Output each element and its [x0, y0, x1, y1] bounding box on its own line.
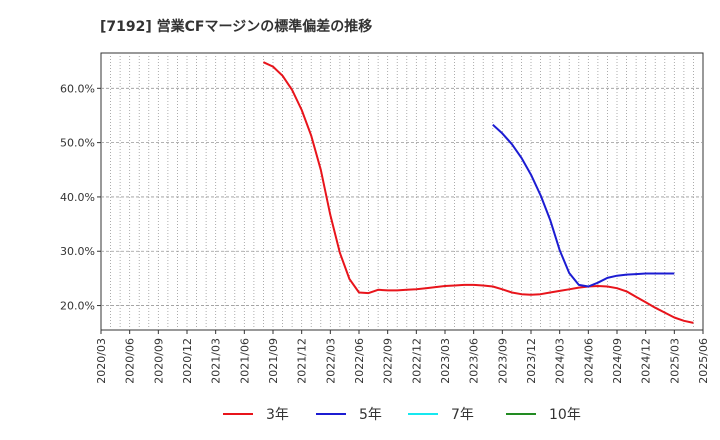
series-lines [262, 61, 694, 324]
x-tick-label: 2024/03 [554, 338, 567, 384]
chart-title: [7192] 営業CFマージンの標準偏差の推移 [100, 18, 372, 35]
horizontal-gridlines [101, 87, 703, 306]
legend-label: 10年 [549, 407, 581, 423]
legend-label: 7年 [451, 407, 474, 423]
plot-area [100, 52, 704, 331]
legend-label: 3年 [266, 407, 289, 423]
y-tick-label: 60.0% [60, 82, 95, 95]
series-line-3年 [262, 61, 694, 324]
x-tick-label: 2020/12 [181, 338, 194, 384]
x-tick-label: 2025/03 [668, 338, 681, 384]
x-tick-label: 2022/06 [353, 338, 366, 384]
x-tick-label: 2023/09 [496, 338, 509, 384]
x-tick-label: 2024/06 [582, 338, 595, 384]
legend-label: 5年 [359, 407, 382, 423]
x-tick-label: 2023/03 [439, 338, 452, 384]
x-tick-label: 2021/06 [238, 338, 251, 384]
y-tick-label: 30.0% [60, 245, 95, 258]
x-tick-label: 2022/12 [410, 338, 423, 384]
x-tick-label: 2023/06 [468, 338, 481, 384]
y-tick-label: 40.0% [60, 191, 95, 204]
x-tick-label: 2025/06 [697, 338, 710, 384]
x-tick-label: 2021/03 [210, 338, 223, 384]
x-tick-label: 2022/03 [324, 338, 337, 384]
x-tick-label: 2024/09 [611, 338, 624, 384]
x-tick-label: 2021/12 [296, 338, 309, 384]
x-tick-label: 2024/12 [640, 338, 653, 384]
x-axis-ticks: 2020/03 2020/06 2020/09 2020/12 2021/03 2021/… [95, 330, 710, 384]
x-tick-label: 2020/06 [124, 338, 137, 384]
x-tick-label: 2020/09 [152, 338, 165, 384]
y-tick-label: 20.0% [60, 300, 95, 313]
y-tick-label: 50.0% [60, 137, 95, 150]
series-line-5年 [492, 123, 675, 288]
vertical-gridlines [110, 53, 694, 330]
y-axis-ticks: 20.0% 30.0% 40.0% 50.0% 60.0% [60, 82, 101, 313]
x-tick-label: 2020/03 [95, 338, 108, 384]
x-tick-label: 2022/09 [382, 338, 395, 384]
x-tick-label: 2021/09 [267, 338, 280, 384]
legend: 3年 5年 7年 10年 [223, 407, 581, 423]
x-tick-label: 2023/12 [525, 338, 538, 384]
